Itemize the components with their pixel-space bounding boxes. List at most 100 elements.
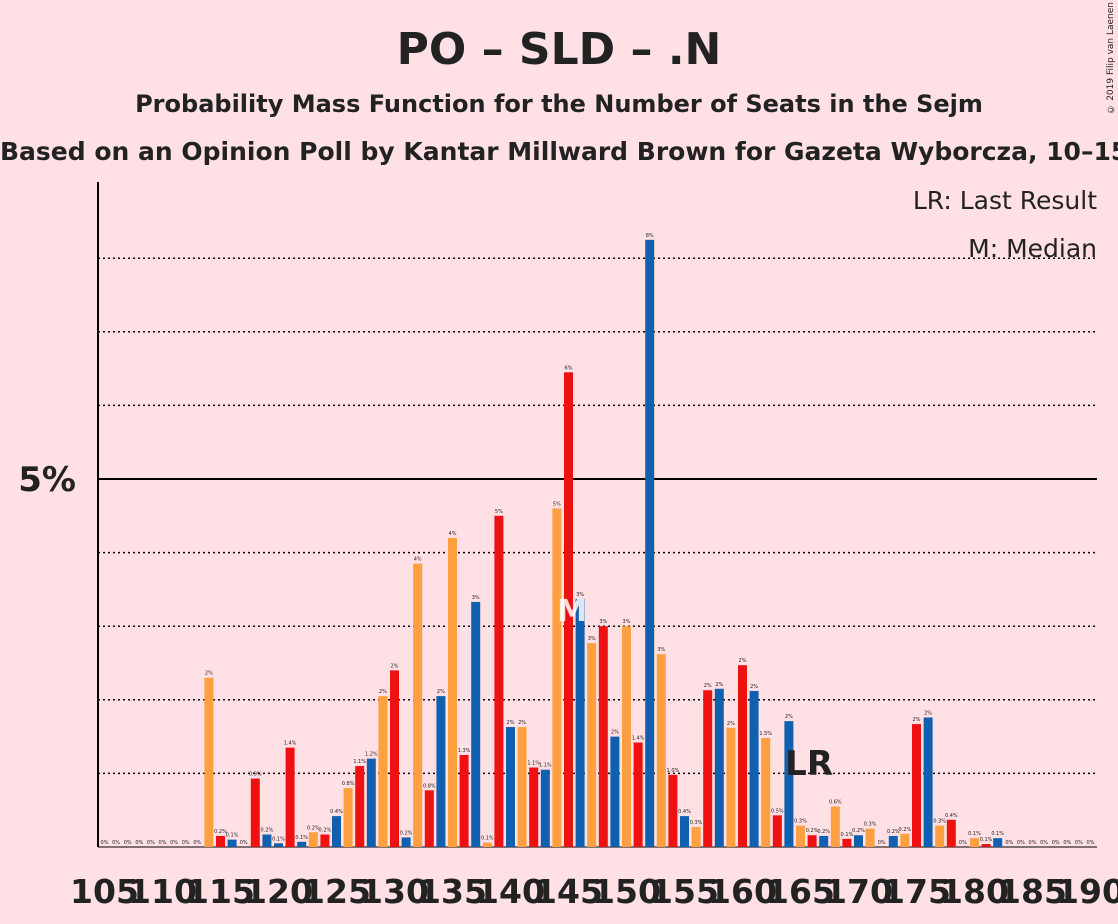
- bar-value-label: 0%: [1017, 840, 1025, 846]
- bar-value-label: 0%: [878, 840, 886, 846]
- bar: [703, 690, 712, 847]
- bar: [738, 665, 747, 847]
- bar: [912, 724, 921, 847]
- bar-value-label: 1.0%: [667, 768, 680, 774]
- bar-value-label: 0%: [1029, 840, 1037, 846]
- bar: [320, 834, 329, 847]
- bar: [286, 748, 295, 847]
- bar: [634, 742, 643, 847]
- bar-value-label: 2%: [611, 730, 619, 736]
- bar-value-label: 0.1%: [980, 837, 993, 843]
- bar-value-label: 1.4%: [284, 741, 297, 747]
- bar: [761, 738, 770, 847]
- bar-value-label: 0%: [1052, 840, 1060, 846]
- bar-value-label: 0.3%: [933, 819, 946, 825]
- bar-value-label: 0%: [101, 840, 109, 846]
- bar-value-label: 8%: [646, 233, 654, 239]
- bar-value-label: 0%: [170, 840, 178, 846]
- bar: [344, 788, 353, 847]
- bar: [715, 689, 724, 847]
- bar-value-label: 6%: [565, 365, 573, 371]
- bar: [854, 835, 863, 847]
- bar: [692, 827, 701, 847]
- bar-value-label: 0.2%: [319, 827, 332, 833]
- bar: [750, 691, 759, 847]
- bar-value-label: 0%: [159, 840, 167, 846]
- bar-value-label: 0.2%: [400, 830, 413, 836]
- bar-value-label: 1.3%: [458, 748, 471, 754]
- x-tick-label: 190: [1056, 872, 1118, 911]
- bar: [622, 626, 631, 847]
- bar-value-label: 0%: [1075, 840, 1083, 846]
- bar: [460, 755, 469, 847]
- bar-value-label: 0.8%: [423, 783, 436, 789]
- bar: [599, 626, 608, 847]
- bar-value-label: 3%: [623, 619, 631, 625]
- bar: [216, 836, 225, 847]
- bar-value-label: 0.9%: [249, 772, 262, 778]
- bar-value-label: 0%: [1040, 840, 1048, 846]
- bar-value-label: 2%: [924, 710, 932, 716]
- bar: [889, 836, 898, 847]
- bar: [390, 670, 399, 847]
- bar: [204, 678, 213, 847]
- bar-value-label: 1.4%: [632, 735, 645, 741]
- bar: [947, 820, 956, 847]
- bar-value-label: 4%: [414, 557, 422, 563]
- bar: [668, 775, 677, 847]
- bar-value-label: 0.3%: [690, 820, 703, 826]
- bar-value-label: 0.3%: [794, 819, 807, 825]
- bar: [518, 727, 527, 847]
- bar-value-label: 2%: [379, 689, 387, 695]
- bar-value-label: 2%: [391, 663, 399, 669]
- bar-value-label: 0%: [147, 840, 155, 846]
- bar: [552, 508, 561, 847]
- bar-value-label: 5%: [553, 501, 561, 507]
- bar: [541, 770, 550, 847]
- bar-value-label: 2%: [750, 684, 758, 690]
- bar-value-label: 0%: [112, 840, 120, 846]
- bar-value-label: 0%: [1087, 840, 1095, 846]
- bar: [645, 240, 654, 847]
- bar: [332, 816, 341, 847]
- bar: [297, 842, 306, 847]
- bar: [436, 696, 445, 847]
- bar: [402, 837, 411, 847]
- bar-value-label: 0.3%: [864, 822, 877, 828]
- bar-value-label: 0%: [959, 840, 967, 846]
- bar: [680, 816, 689, 847]
- bar: [970, 838, 979, 847]
- bar-value-label: 1.5%: [759, 731, 772, 737]
- y-tick-label: 5%: [18, 460, 76, 500]
- bar: [576, 599, 585, 847]
- bar-value-label: 1.1%: [353, 759, 366, 765]
- bar-value-label: 0.1%: [226, 833, 239, 839]
- bar: [251, 779, 260, 847]
- bar-value-label: 2%: [739, 658, 747, 664]
- bar-value-label: 2%: [205, 671, 213, 677]
- bar-value-label: 0.2%: [261, 827, 274, 833]
- bar: [610, 737, 619, 847]
- bar-value-label: 0.6%: [829, 800, 842, 806]
- bar: [982, 844, 991, 847]
- bar: [367, 759, 376, 847]
- bar: [784, 721, 793, 847]
- bar-value-label: 2%: [437, 689, 445, 695]
- bar-value-label: 2%: [704, 683, 712, 689]
- bar-value-label: 0%: [1063, 840, 1071, 846]
- bar: [831, 807, 840, 847]
- bar: [228, 840, 237, 847]
- bar: [425, 790, 434, 847]
- bar: [773, 815, 782, 847]
- bar: [378, 696, 387, 847]
- legend-last-result: LR: Last Result: [913, 186, 1097, 215]
- bar-value-label: 0%: [135, 840, 143, 846]
- bar: [657, 654, 666, 847]
- bar-value-label: 4%: [449, 531, 457, 537]
- bar-value-label: 0.1%: [991, 831, 1004, 837]
- bar-value-label: 1.2%: [365, 752, 378, 758]
- bar-value-label: 2%: [518, 720, 526, 726]
- bar-value-label: 0.1%: [272, 836, 285, 842]
- bar-value-label: 3%: [657, 647, 665, 653]
